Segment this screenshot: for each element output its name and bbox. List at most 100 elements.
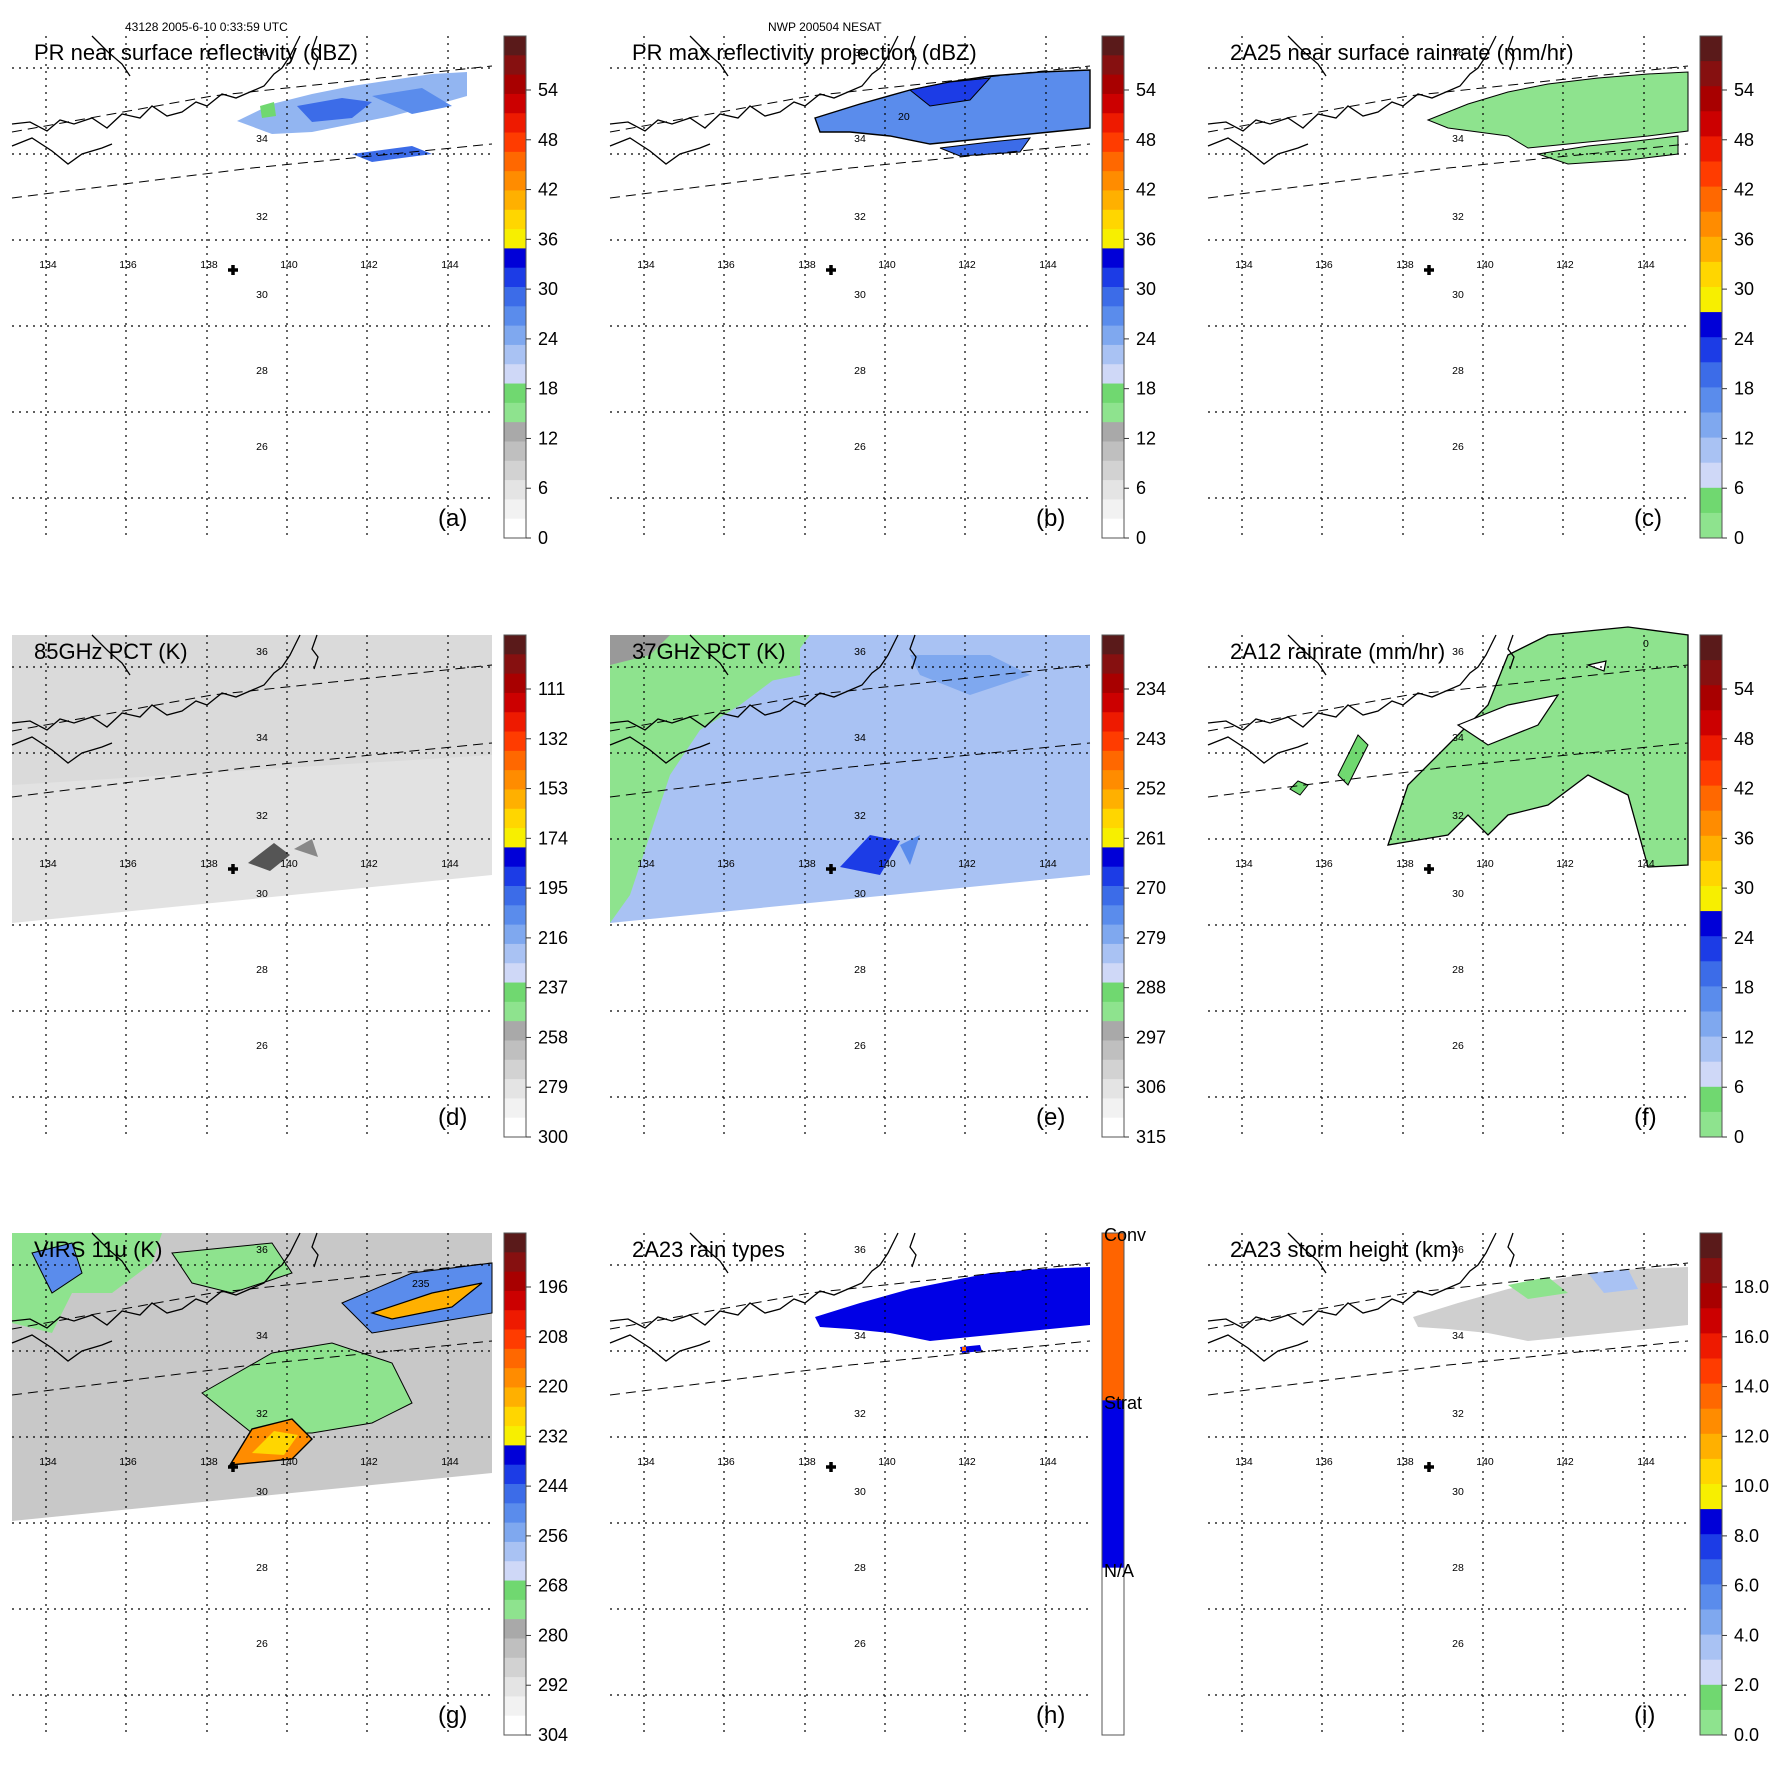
colorbar-segment <box>504 1310 526 1331</box>
coastline <box>11 137 113 165</box>
swath-edge-north <box>609 65 1091 133</box>
colorbar-segment <box>504 847 526 868</box>
lat-label-30: 30 <box>256 888 268 900</box>
swath-edge-south <box>11 742 493 798</box>
colorbar-segment <box>1700 961 1722 987</box>
colorbar-segment <box>504 1541 526 1562</box>
colorbar-segment <box>1102 828 1124 848</box>
colorbar-segment <box>1102 518 1124 539</box>
colorbar-segment <box>1102 1400 1124 1485</box>
colorbar-segment <box>504 963 526 984</box>
colorbar-segment <box>1102 1117 1124 1138</box>
colorbar-segment <box>504 518 526 539</box>
lon-label-138: 138 <box>1396 858 1414 870</box>
colorbar-segment <box>504 866 526 887</box>
colorbar-segment <box>504 828 526 848</box>
colorbar-segment <box>504 1271 526 1292</box>
swath-edge-south <box>11 1340 493 1396</box>
lat-label-36: 36 <box>854 1244 866 1256</box>
colorbar-segment <box>504 1445 526 1466</box>
coastline <box>1207 1334 1309 1362</box>
colorbar-segment <box>1700 1233 1722 1259</box>
colorbar-label: 48 <box>1136 130 1156 150</box>
colorbar-label: 54 <box>1136 80 1156 100</box>
lon-label-134: 134 <box>1235 858 1253 870</box>
storm-center-marker <box>826 1462 836 1472</box>
map-e: 134 136 138 140 142 144 36 34 32 30 28 26 <box>609 634 1091 1137</box>
colorbar-label: 6 <box>538 478 548 498</box>
lat-label-36: 36 <box>1452 47 1464 59</box>
colorbar-segment <box>1102 499 1124 520</box>
lon-label-138: 138 <box>798 858 816 870</box>
colorbar-segment <box>1700 635 1722 661</box>
colorbar-segment <box>1700 1061 1722 1088</box>
coastline <box>11 736 113 764</box>
panel-letter-c: (c) <box>1634 505 1662 532</box>
colorbar-segment <box>1700 287 1722 313</box>
colorbar-segment <box>1700 1258 1722 1284</box>
colorbar-segment <box>504 1079 526 1099</box>
colorbar-label: 54 <box>538 80 558 100</box>
colorbar-segment <box>1700 1333 1722 1359</box>
colorbar-segment <box>504 1290 526 1311</box>
coastline <box>609 634 899 731</box>
coastline <box>689 35 729 77</box>
lon-label-142: 142 <box>1556 858 1574 870</box>
colorbar-segment <box>1102 886 1124 906</box>
colorbar-label: 195 <box>538 878 568 898</box>
coastline <box>1507 35 1515 71</box>
colorbar-segment <box>1102 1059 1124 1080</box>
swath-edge-north <box>1207 65 1689 133</box>
colorbar-segment <box>1700 1659 1722 1686</box>
rain-area <box>1387 626 1689 868</box>
lon-label-134: 134 <box>637 1456 655 1468</box>
colorbar-frame <box>503 35 527 539</box>
colorbar-segment <box>504 1657 526 1678</box>
coastline <box>689 1232 729 1274</box>
lon-label-142: 142 <box>1556 1456 1574 1468</box>
colorbar-d: 111 132 153 174 195 216 237 258 279 300 <box>503 634 568 1147</box>
colorbar-segment <box>1102 1021 1124 1041</box>
lon-label-142: 142 <box>958 259 976 271</box>
colorbar-label: 288 <box>1136 978 1166 998</box>
coastline <box>311 35 319 71</box>
colorbar-label: 196 <box>538 1277 568 1297</box>
colorbar-label: 300 <box>538 1127 568 1147</box>
lon-label-142: 142 <box>360 1456 378 1468</box>
lat-label-36: 36 <box>256 1244 268 1256</box>
colorbar-label: 304 <box>538 1725 568 1745</box>
lat-label-30: 30 <box>256 1486 268 1498</box>
lat-label-26: 26 <box>854 441 866 453</box>
colorbar-segment <box>1700 1709 1722 1736</box>
lon-label-136: 136 <box>717 259 735 271</box>
colorbar-c: 54 48 42 36 30 24 18 12 6 0 <box>1699 35 1754 548</box>
colorbar-segment <box>504 287 526 307</box>
colorbar-segment <box>1700 211 1722 238</box>
lat-label-32: 32 <box>854 810 866 822</box>
lat-label-34: 34 <box>854 732 866 744</box>
storm-height-area <box>1588 1269 1638 1293</box>
convective-pixel <box>962 1347 966 1351</box>
colorbar-segment <box>504 36 526 56</box>
colorbar-segment <box>1700 1534 1722 1560</box>
panel-h: 134 136 138 140 142 144 36 34 32 30 28 26 2A23 rain … <box>609 1225 1146 1736</box>
colorbar-label: 8.0 <box>1734 1526 1759 1546</box>
colorbar-segment <box>504 943 526 964</box>
storm-center-marker <box>826 864 836 874</box>
panel-letter-f: (f) <box>1634 1104 1657 1131</box>
colorbar-label: 48 <box>1734 729 1754 749</box>
panel-letter-e: (e) <box>1036 1104 1065 1131</box>
colorbar-segment <box>1700 1684 1722 1711</box>
lon-label-138: 138 <box>1396 1456 1414 1468</box>
colorbar-segment <box>1102 248 1124 269</box>
lat-label-30: 30 <box>1452 289 1464 301</box>
lat-label-28: 28 <box>854 1562 866 1574</box>
colorbar-segment <box>1102 190 1124 211</box>
colorbar-segment <box>1102 770 1124 790</box>
colorbar-segment <box>504 190 526 211</box>
colorbar-segment <box>504 132 526 153</box>
colorbar-segment <box>504 692 526 713</box>
panel-letter-d: (d) <box>438 1104 467 1131</box>
colorbar-segment <box>1700 412 1722 439</box>
panel-title-i: 2A23 storm height (km) <box>1230 1237 1459 1262</box>
